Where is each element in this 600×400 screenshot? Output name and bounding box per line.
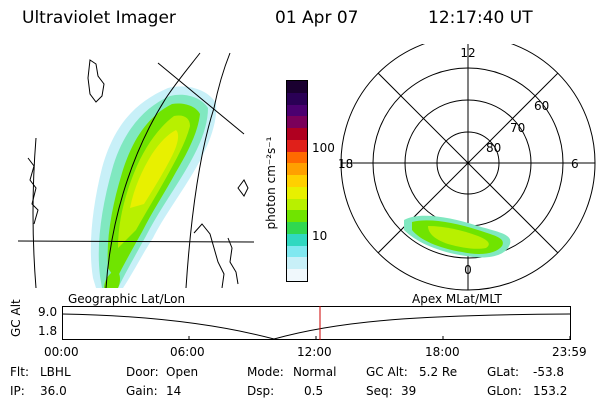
- seq-label: Seq:: [366, 384, 393, 398]
- glat-value: -53.8: [533, 365, 565, 379]
- door-value: Open: [166, 365, 199, 379]
- door-label: Door:: [126, 365, 159, 379]
- coastline: [27, 157, 39, 225]
- colorbar-segment: [287, 186, 307, 199]
- colorbar-segment: [287, 163, 307, 176]
- mlt-label-6: 6: [571, 157, 579, 171]
- mlt-label-18: 18: [338, 157, 353, 171]
- filter-value: LBHL: [40, 365, 71, 379]
- dsp-value: 0.5: [304, 384, 324, 398]
- coastline: [87, 59, 105, 103]
- mode-value: Normal: [293, 365, 337, 379]
- longitude-line: [32, 137, 37, 288]
- polar-plot: 12 18 6 0 60 70 80: [338, 44, 596, 291]
- instrument-title: Ultraviolet Imager: [22, 8, 176, 28]
- polar-plot-label: Apex MLat/MLT: [412, 292, 502, 306]
- color-scale-bar: [286, 80, 308, 282]
- time-label: 12:17:40 UT: [428, 8, 533, 28]
- mlt-label-0: 0: [464, 263, 472, 277]
- timeline-plot: [62, 306, 571, 340]
- seq-value: 39: [401, 384, 417, 398]
- filter-label: Flt:: [10, 365, 29, 379]
- colorbar-segment: [287, 92, 307, 105]
- colorbar-segment: [287, 269, 307, 281]
- altitude-curve: [62, 313, 571, 340]
- gc-alt-label: GC Alt:: [366, 365, 408, 379]
- lat-label-70: 70: [510, 121, 525, 135]
- longitude-line: [105, 52, 201, 288]
- aurora-emission-polar: [404, 215, 511, 258]
- timeline-x-tick-1200: 12:00: [297, 345, 332, 359]
- ip-label: IP:: [10, 384, 25, 398]
- ip-value: 36.0: [40, 384, 67, 398]
- colorbar-segment: [287, 175, 307, 187]
- aurora-emission-geo: [90, 86, 217, 288]
- mode-label: Mode:: [247, 365, 284, 379]
- timeline-x-tick-0000: 00:00: [44, 345, 79, 359]
- longitude-line: [185, 107, 215, 288]
- latitude-line: [18, 240, 254, 243]
- gain-label: Gain:: [126, 384, 158, 398]
- timeline-x-tick-0600: 06:00: [170, 345, 205, 359]
- geo-map-label: Geographic Lat/Lon: [68, 292, 186, 306]
- glon-value: 153.2: [533, 384, 568, 398]
- colorbar-segment: [287, 210, 307, 223]
- colorbar-units-label: photon cm⁻²s⁻¹: [264, 136, 278, 230]
- colorbar-segment: [287, 104, 307, 117]
- lat-label-80: 80: [486, 141, 501, 155]
- date-label: 01 Apr 07: [275, 8, 359, 28]
- colorbar-segment: [287, 128, 307, 140]
- colorbar-segment: [287, 151, 307, 164]
- timeline-y-label: GC Alt: [9, 299, 23, 337]
- glat-label: GLat:: [487, 365, 520, 379]
- coastline: [237, 179, 249, 197]
- timeline-y-tick-top: 9.0: [38, 305, 58, 319]
- gain-value: 14: [166, 384, 182, 398]
- colorbar-segment: [287, 116, 307, 129]
- colorbar-segment: [287, 257, 307, 270]
- gc-alt-value: 5.2 Re: [419, 365, 458, 379]
- timeline-x-tick-2359: 23:59: [552, 345, 587, 359]
- latitude-line: [157, 62, 245, 135]
- colorbar-segment: [287, 139, 307, 152]
- colorbar-segment: [287, 222, 307, 234]
- timeline-frame: [62, 306, 571, 340]
- mlt-label-12: 12: [460, 46, 475, 60]
- colorbar-segment: [287, 81, 307, 93]
- timeline-x-tick-1800: 18:00: [425, 345, 460, 359]
- lat-label-60: 60: [534, 99, 549, 113]
- timeline-y-tick-bottom: 1.8: [38, 324, 58, 338]
- colorbar-segment: [287, 198, 307, 211]
- colorbar-tick-10: 10: [312, 229, 328, 243]
- glon-label: GLon:: [487, 384, 522, 398]
- longitude-line: [213, 52, 231, 109]
- geographic-map: [18, 52, 254, 288]
- dsp-label: Dsp:: [247, 384, 275, 398]
- coastline: [227, 237, 239, 285]
- colorbar-segment: [287, 233, 307, 246]
- colorbar-tick-100: 100: [312, 141, 335, 155]
- coastline: [193, 223, 225, 288]
- colorbar-segment: [287, 245, 307, 258]
